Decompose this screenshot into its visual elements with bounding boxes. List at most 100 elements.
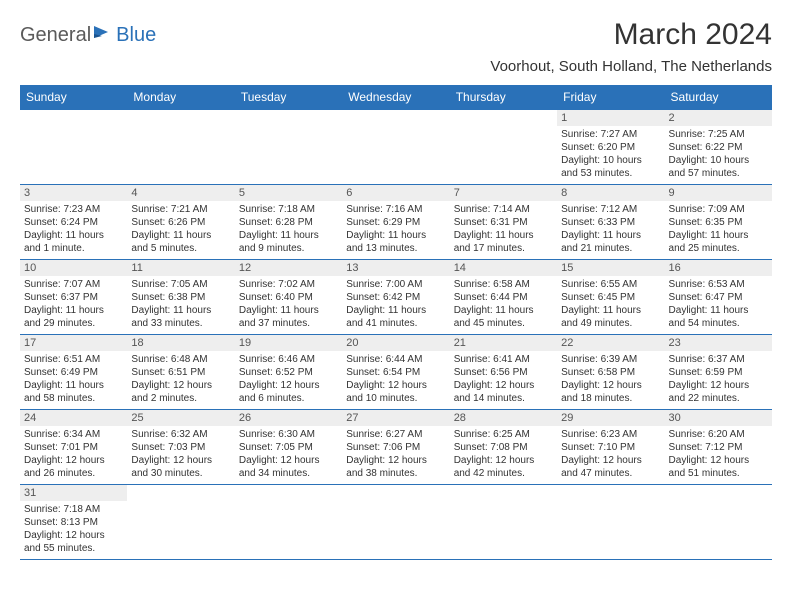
cell-line: Sunset: 6:26 PM (131, 216, 230, 229)
day-number: 10 (20, 260, 127, 276)
day-number: 4 (127, 185, 234, 201)
cell-line: Sunrise: 7:12 AM (561, 203, 660, 216)
calendar-row: 10Sunrise: 7:07 AMSunset: 6:37 PMDayligh… (20, 260, 772, 335)
cell-line: and 29 minutes. (24, 317, 123, 330)
calendar-cell: 11Sunrise: 7:05 AMSunset: 6:38 PMDayligh… (127, 260, 234, 335)
cell-line: Daylight: 11 hours (24, 229, 123, 242)
cell-line: Sunrise: 6:55 AM (561, 278, 660, 291)
cell-line: and 1 minute. (24, 242, 123, 255)
day-number: 30 (665, 410, 772, 426)
cell-line: Sunset: 6:58 PM (561, 366, 660, 379)
day-number: 28 (450, 410, 557, 426)
cell-line: Daylight: 12 hours (346, 454, 445, 467)
cell-line: Sunrise: 7:27 AM (561, 128, 660, 141)
cell-line: and 33 minutes. (131, 317, 230, 330)
cell-line: Sunset: 6:54 PM (346, 366, 445, 379)
cell-line: and 18 minutes. (561, 392, 660, 405)
cell-line: Sunset: 7:12 PM (669, 441, 768, 454)
cell-line: Sunrise: 7:21 AM (131, 203, 230, 216)
day-number: 6 (342, 185, 449, 201)
calendar-cell: 4 Sunrise: 7:21 AMSunset: 6:26 PMDaylight… (127, 185, 234, 260)
cell-line: Sunrise: 7:02 AM (239, 278, 338, 291)
calendar-table: Sunday Monday Tuesday Wednesday Thursday… (20, 85, 772, 560)
calendar-row: 1Sunrise: 7:27 AMSunset: 6:20 PMDaylight… (20, 110, 772, 185)
cell-line: and 55 minutes. (24, 542, 123, 555)
month-title: March 2024 (490, 18, 772, 52)
calendar-row: 3Sunrise: 7:23 AMSunset: 6:24 PMDaylight… (20, 185, 772, 260)
logo-text-blue: Blue (116, 24, 156, 47)
cell-line: Daylight: 10 hours (669, 154, 768, 167)
cell-line: Sunrise: 6:48 AM (131, 353, 230, 366)
cell-line: Daylight: 11 hours (131, 304, 230, 317)
cell-line: Sunrise: 6:32 AM (131, 428, 230, 441)
title-block: March 2024 Voorhout, South Holland, The … (490, 18, 772, 75)
cell-line: Daylight: 12 hours (24, 529, 123, 542)
calendar-cell: 1Sunrise: 7:27 AMSunset: 6:20 PMDaylight… (557, 110, 664, 185)
cell-line: Sunrise: 7:23 AM (24, 203, 123, 216)
day-number: 26 (235, 410, 342, 426)
day-number: 20 (342, 335, 449, 351)
cell-line: Sunset: 7:10 PM (561, 441, 660, 454)
calendar-cell (342, 485, 449, 560)
calendar-cell: 15Sunrise: 6:55 AMSunset: 6:45 PMDayligh… (557, 260, 664, 335)
day-number: 23 (665, 335, 772, 351)
cell-line: Sunrise: 6:30 AM (239, 428, 338, 441)
day-number: 15 (557, 260, 664, 276)
cell-line: Sunset: 6:49 PM (24, 366, 123, 379)
cell-line: Sunrise: 6:41 AM (454, 353, 553, 366)
cell-line: and 14 minutes. (454, 392, 553, 405)
calendar-cell: 13Sunrise: 7:00 AMSunset: 6:42 PMDayligh… (342, 260, 449, 335)
cell-line: Sunrise: 7:25 AM (669, 128, 768, 141)
calendar-cell (127, 110, 234, 185)
weekday-header: Thursday (450, 85, 557, 110)
cell-line: Daylight: 11 hours (239, 229, 338, 242)
cell-line: Sunrise: 6:23 AM (561, 428, 660, 441)
calendar-cell: 21Sunrise: 6:41 AMSunset: 6:56 PMDayligh… (450, 335, 557, 410)
cell-line: Sunrise: 7:16 AM (346, 203, 445, 216)
cell-line: Sunrise: 6:37 AM (669, 353, 768, 366)
cell-line: and 47 minutes. (561, 467, 660, 480)
cell-line: and 6 minutes. (239, 392, 338, 405)
calendar-cell: 19Sunrise: 6:46 AMSunset: 6:52 PMDayligh… (235, 335, 342, 410)
cell-line: Daylight: 11 hours (131, 229, 230, 242)
cell-line: Sunset: 6:45 PM (561, 291, 660, 304)
cell-line: Sunrise: 7:09 AM (669, 203, 768, 216)
cell-line: and 37 minutes. (239, 317, 338, 330)
cell-line: Sunrise: 6:20 AM (669, 428, 768, 441)
cell-line: Sunrise: 6:58 AM (454, 278, 553, 291)
calendar-row: 31Sunrise: 7:18 AMSunset: 8:13 PMDayligh… (20, 485, 772, 560)
cell-line: Daylight: 11 hours (24, 304, 123, 317)
cell-line: and 41 minutes. (346, 317, 445, 330)
cell-line: Sunset: 6:56 PM (454, 366, 553, 379)
calendar-cell: 3Sunrise: 7:23 AMSunset: 6:24 PMDaylight… (20, 185, 127, 260)
day-number: 31 (20, 485, 127, 501)
day-number: 8 (557, 185, 664, 201)
day-number: 19 (235, 335, 342, 351)
calendar-row: 17Sunrise: 6:51 AMSunset: 6:49 PMDayligh… (20, 335, 772, 410)
calendar-cell: 30Sunrise: 6:20 AMSunset: 7:12 PMDayligh… (665, 410, 772, 485)
cell-line: and 57 minutes. (669, 167, 768, 180)
day-number: 18 (127, 335, 234, 351)
calendar-cell: 24Sunrise: 6:34 AMSunset: 7:01 PMDayligh… (20, 410, 127, 485)
calendar-cell (665, 485, 772, 560)
day-number: 5 (235, 185, 342, 201)
cell-line: Sunset: 6:59 PM (669, 366, 768, 379)
cell-line: Sunrise: 6:27 AM (346, 428, 445, 441)
day-number: 21 (450, 335, 557, 351)
cell-line: and 30 minutes. (131, 467, 230, 480)
weekday-header: Friday (557, 85, 664, 110)
calendar-cell: 7Sunrise: 7:14 AMSunset: 6:31 PMDaylight… (450, 185, 557, 260)
day-number: 16 (665, 260, 772, 276)
cell-line: Sunset: 6:52 PM (239, 366, 338, 379)
weekday-header-row: Sunday Monday Tuesday Wednesday Thursday… (20, 85, 772, 110)
calendar-cell: 16Sunrise: 6:53 AMSunset: 6:47 PMDayligh… (665, 260, 772, 335)
cell-line: Sunrise: 7:18 AM (239, 203, 338, 216)
cell-line: Sunset: 6:38 PM (131, 291, 230, 304)
cell-line: and 9 minutes. (239, 242, 338, 255)
day-number: 27 (342, 410, 449, 426)
cell-line: Daylight: 11 hours (239, 304, 338, 317)
cell-line: Sunset: 6:29 PM (346, 216, 445, 229)
cell-line: Daylight: 11 hours (454, 304, 553, 317)
cell-line: Daylight: 11 hours (346, 304, 445, 317)
cell-line: Daylight: 10 hours (561, 154, 660, 167)
